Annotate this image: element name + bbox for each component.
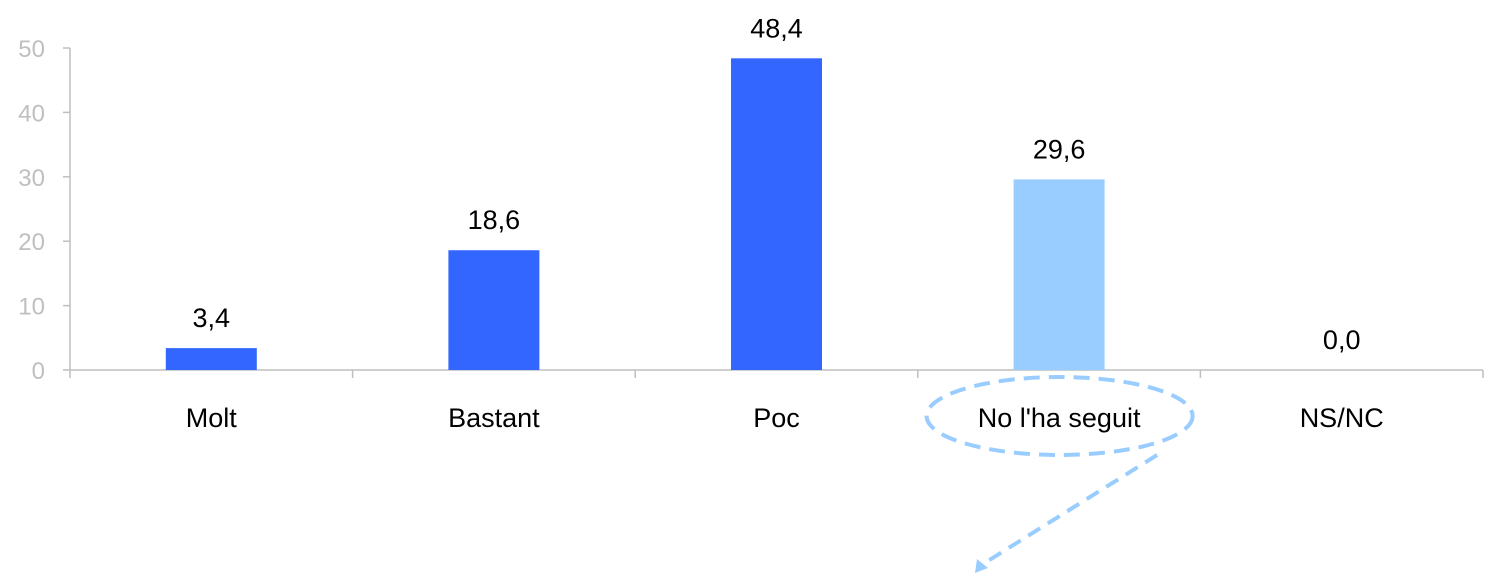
bar-0 <box>166 348 257 370</box>
y-tick-label: 10 <box>18 294 45 321</box>
x-tick-label: Molt <box>186 403 238 433</box>
bar-2 <box>731 58 822 370</box>
data-label: 48,4 <box>750 13 803 43</box>
y-tick-label: 40 <box>18 100 45 127</box>
x-tick-labels: Molt Bastant Poc No l'ha seguit NS/NC <box>186 403 1384 433</box>
data-label: 29,6 <box>1033 134 1086 164</box>
bar-3 <box>1014 179 1105 370</box>
y-axis: 0 10 20 30 40 50 <box>18 36 70 385</box>
y-tick-label: 30 <box>18 165 45 192</box>
x-tick-label: Bastant <box>448 403 540 433</box>
annotation-arrow-head <box>975 559 988 573</box>
x-axis <box>70 370 1483 378</box>
bars <box>166 58 1105 370</box>
data-label: 18,6 <box>468 205 521 235</box>
x-tick-label: Poc <box>753 403 800 433</box>
y-tick-label: 0 <box>32 358 45 385</box>
data-label: 0,0 <box>1323 325 1361 355</box>
y-tick-label: 20 <box>18 229 45 256</box>
y-tick-label: 50 <box>18 36 45 63</box>
x-tick-label: NS/NC <box>1300 403 1384 433</box>
data-label: 3,4 <box>193 303 231 333</box>
bar-1 <box>448 250 539 370</box>
x-tick-label: No l'ha seguit <box>978 403 1141 433</box>
annotation-arrow-line <box>983 455 1157 564</box>
